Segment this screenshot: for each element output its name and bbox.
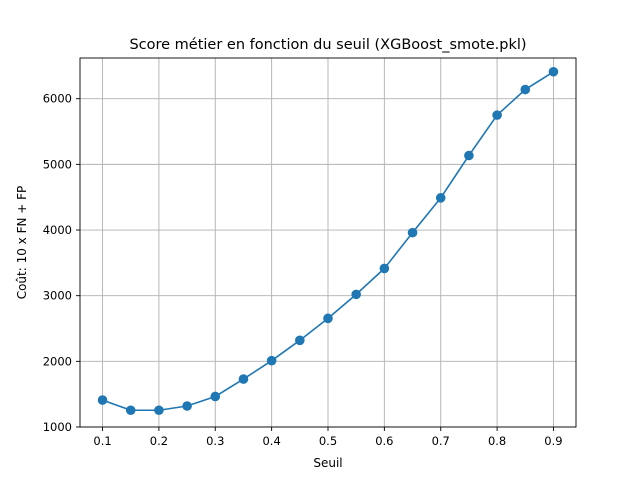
data-point bbox=[379, 263, 390, 274]
y-tick-label: 6000 bbox=[43, 92, 72, 106]
data-point bbox=[238, 374, 249, 384]
y-tick-label: 5000 bbox=[43, 157, 72, 171]
x-tick-label: 0.7 bbox=[432, 434, 450, 448]
data-point bbox=[154, 405, 164, 416]
data-point bbox=[351, 289, 361, 300]
data-point bbox=[125, 405, 136, 416]
x-tick-label: 0.4 bbox=[262, 434, 280, 448]
x-tick-label: 0.3 bbox=[206, 434, 224, 448]
x-tick-label: 0.6 bbox=[375, 434, 393, 448]
data-point bbox=[97, 395, 108, 405]
data-point bbox=[182, 401, 192, 411]
x-tick-label: 0.8 bbox=[488, 434, 506, 448]
data-point bbox=[548, 66, 559, 77]
ticks: 0.1 0.2 0.3 0.4 0.5 0.6 0.7 0.8 0.9 1000 2000 3000 4… bbox=[43, 92, 563, 448]
data-point bbox=[210, 391, 221, 402]
y-tick-label: 3000 bbox=[43, 289, 72, 303]
y-tick-label: 1000 bbox=[43, 420, 72, 434]
data-point bbox=[266, 355, 277, 366]
data-point bbox=[464, 150, 474, 161]
y-tick-label: 2000 bbox=[43, 354, 72, 368]
data-point bbox=[407, 227, 418, 238]
data-point bbox=[323, 313, 333, 324]
y-axis-label: Coût: 10 x FN + FP bbox=[15, 186, 29, 300]
x-axis-label: Seuil bbox=[313, 456, 342, 470]
data-point bbox=[435, 193, 446, 203]
data-point bbox=[295, 335, 305, 346]
x-tick-label: 0.5 bbox=[319, 434, 337, 448]
data-point bbox=[492, 110, 502, 120]
chart-title: Score métier en fonction du seuil (XGBoo… bbox=[129, 37, 526, 53]
data-point bbox=[520, 84, 531, 95]
x-tick-label: 0.1 bbox=[93, 434, 111, 448]
series bbox=[97, 66, 559, 416]
y-tick-label: 4000 bbox=[43, 223, 72, 237]
grid bbox=[80, 58, 576, 428]
x-tick-label: 0.9 bbox=[544, 434, 562, 448]
x-tick-label: 0.2 bbox=[150, 434, 168, 448]
